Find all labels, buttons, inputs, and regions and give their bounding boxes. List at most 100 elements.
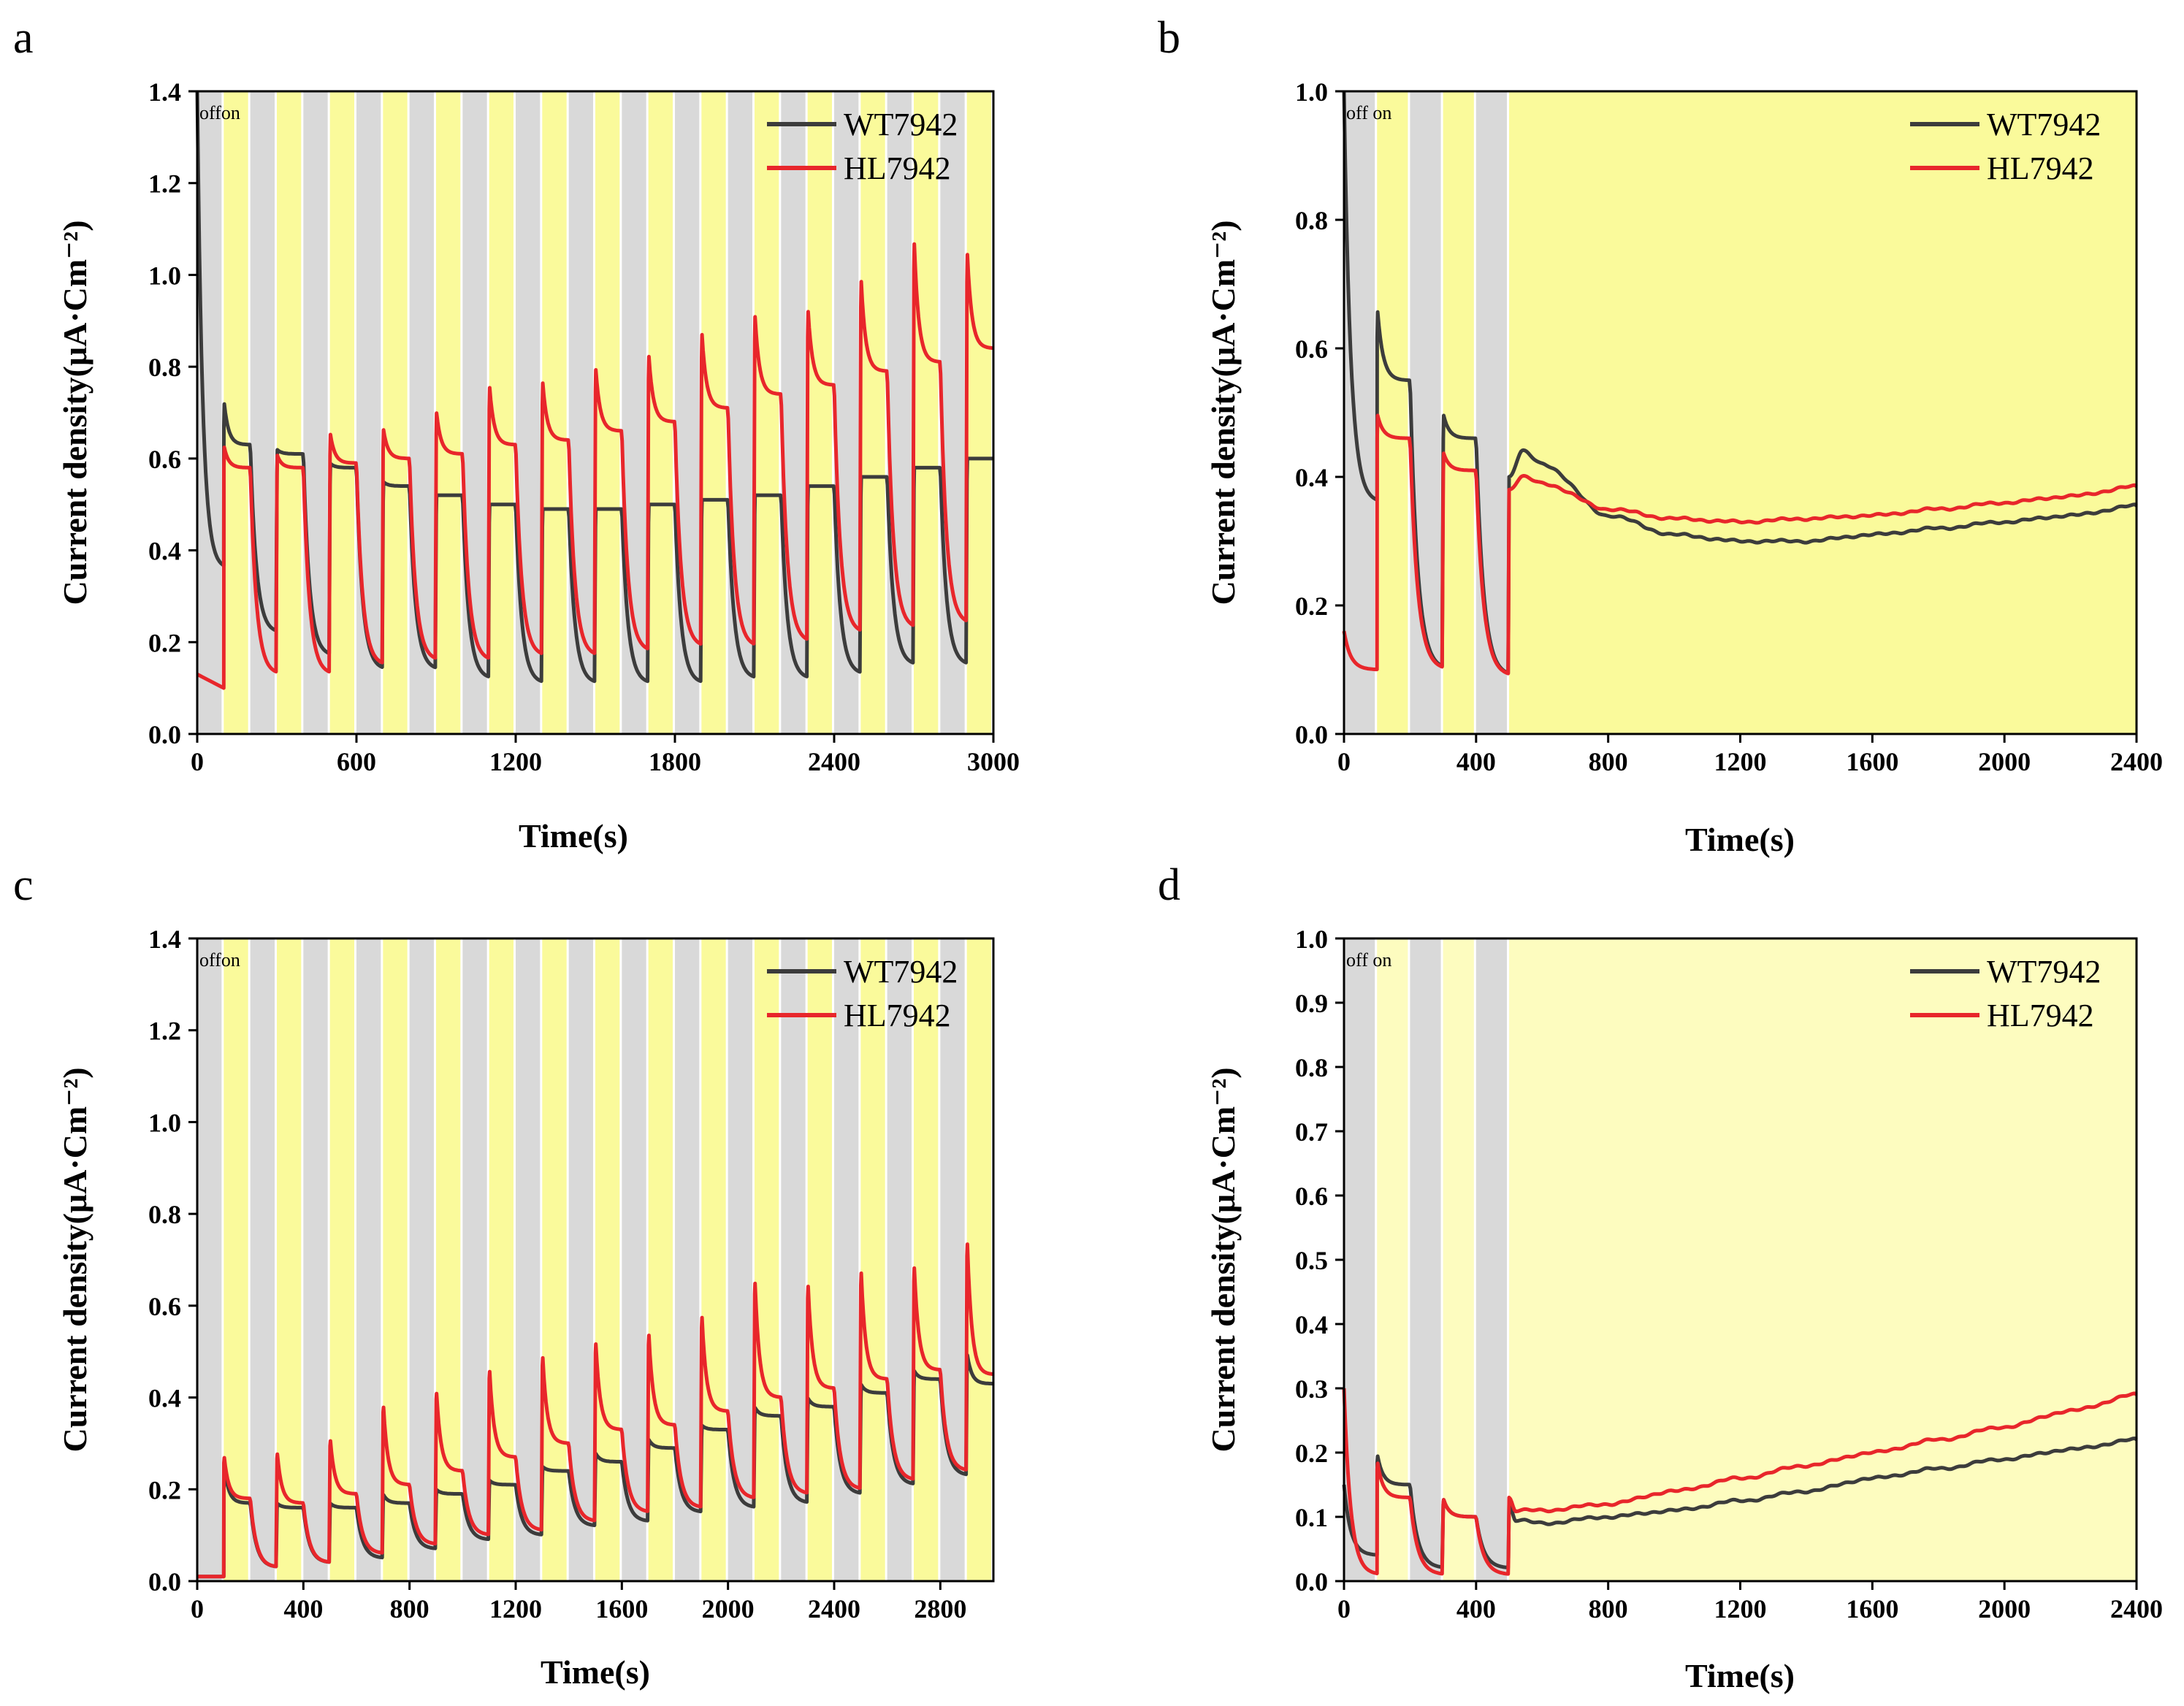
- light-period: [701, 91, 726, 734]
- x-tick-label: 2400: [808, 1594, 860, 1623]
- light-period: [648, 91, 673, 734]
- dark-period: [356, 938, 381, 1581]
- x-tick-label: 400: [283, 1594, 323, 1623]
- y-tick-label: 0.0: [1295, 720, 1328, 749]
- light-period: [436, 938, 461, 1581]
- dark-period: [887, 938, 912, 1581]
- dark-period: [887, 91, 912, 734]
- x-tick-label: 400: [1456, 747, 1496, 776]
- y-tick-label: 0.0: [148, 1567, 181, 1596]
- series-line-hl7942: [196, 1242, 994, 1579]
- x-tick-label: 1200: [489, 1594, 542, 1623]
- light-period: [224, 91, 248, 734]
- legend-label-wt7942: WT7942: [1987, 107, 2101, 142]
- light-period: [277, 91, 302, 734]
- y-tick-label: 0.4: [1295, 463, 1328, 492]
- x-tick-label: 2000: [1978, 747, 2031, 776]
- dark-period: [197, 938, 222, 1581]
- x-tick-label: 0: [191, 1594, 204, 1623]
- y-tick-label: 0.6: [1295, 334, 1328, 364]
- y-tick-label: 0.2: [1295, 592, 1328, 621]
- y-tick-label: 0.2: [1295, 1439, 1328, 1468]
- legend: WT7942 HL7942: [767, 954, 958, 1033]
- chart-panel-b: b off on 0 400 800 1200 1600 2000 2400 0.0 0.2 0.4 0…: [1158, 13, 2163, 858]
- legend-label-wt7942: WT7942: [844, 107, 958, 142]
- y-tick-label: 0.7: [1295, 1117, 1328, 1147]
- legend-label-hl7942: HL7942: [844, 998, 951, 1033]
- y-axis-title: Current density(μA·Cm⁻²): [56, 220, 93, 605]
- y-tick-label: 1.0: [1295, 77, 1328, 107]
- legend: WT7942 HL7942: [1910, 107, 2101, 186]
- legend-label-hl7942: HL7942: [1987, 998, 2094, 1033]
- chart-panel-d: d off on 0 400 800 1200 1600 2000 2400 0.0 0.1 0.2 0…: [1158, 860, 2163, 1694]
- light-period: [807, 938, 832, 1581]
- panel-letter: b: [1158, 13, 1180, 63]
- x-tick-label: 2000: [702, 1594, 755, 1623]
- y-tick-label: 0.5: [1295, 1246, 1328, 1275]
- light-period: [489, 938, 513, 1581]
- plot-frame: [196, 90, 995, 735]
- y-tick-label: 0.4: [148, 1384, 181, 1413]
- dark-period: [303, 938, 328, 1581]
- light-period: [595, 938, 620, 1581]
- dark-period: [409, 938, 434, 1581]
- x-axis-title: Time(s): [519, 817, 628, 854]
- dark-period: [356, 91, 381, 734]
- legend-label-wt7942: WT7942: [844, 954, 958, 990]
- y-tick-label: 0.8: [1295, 1053, 1328, 1082]
- light-period: [807, 91, 832, 734]
- dark-period: [1344, 91, 1375, 734]
- dark-period: [568, 91, 593, 734]
- y-tick-label: 0.9: [1295, 989, 1328, 1018]
- light-bands: [1344, 91, 2137, 734]
- y-tick-label: 1.2: [148, 1017, 181, 1046]
- dark-period: [834, 91, 859, 734]
- x-tick-label: 2400: [2110, 1594, 2163, 1623]
- panel-letter: a: [13, 13, 34, 63]
- light-period: [914, 91, 939, 734]
- y-tick-label: 0.3: [1295, 1374, 1328, 1404]
- legend-label-wt7942: WT7942: [1987, 954, 2101, 990]
- y-tick-label: 1.4: [148, 925, 181, 954]
- plot-frame: [196, 937, 995, 1583]
- y-tick-label: 0.0: [1295, 1567, 1328, 1596]
- y-tick-label: 1.0: [148, 261, 181, 290]
- panel-letter: d: [1158, 860, 1180, 910]
- dark-period: [250, 91, 275, 734]
- x-tick-label: 2400: [2110, 747, 2163, 776]
- light-period: [1443, 938, 1474, 1581]
- panel-letter: c: [13, 860, 34, 910]
- legend-label-hl7942: HL7942: [844, 150, 951, 186]
- series-line-wt7942: [1342, 91, 2138, 676]
- dark-period: [1475, 938, 1508, 1581]
- dark-period: [940, 91, 965, 734]
- x-tick-label: 1800: [649, 747, 701, 776]
- legend: WT7942 HL7942: [767, 107, 958, 186]
- x-axis-title: Time(s): [1685, 821, 1795, 858]
- y-tick-label: 0.4: [148, 537, 181, 566]
- dark-period: [622, 91, 646, 734]
- light-period: [860, 938, 885, 1581]
- off-on-annotation: offon: [199, 949, 240, 971]
- x-tick-label: 800: [1589, 1594, 1628, 1623]
- y-tick-label: 0.1: [1295, 1503, 1328, 1532]
- off-on-annotation: off on: [1346, 102, 1391, 123]
- y-tick-label: 1.0: [1295, 925, 1328, 954]
- y-tick-label: 0.8: [148, 1200, 181, 1229]
- x-axis-title: Time(s): [1685, 1657, 1795, 1694]
- y-tick-label: 1.0: [148, 1108, 181, 1137]
- x-tick-label: 2800: [914, 1594, 966, 1623]
- dark-period: [516, 938, 541, 1581]
- light-period: [755, 91, 779, 734]
- y-tick-label: 0.6: [148, 445, 181, 474]
- y-tick-label: 0.8: [1295, 206, 1328, 235]
- light-period: [436, 91, 461, 734]
- x-tick-label: 400: [1456, 1594, 1496, 1623]
- dark-period: [728, 91, 752, 734]
- legend: WT7942 HL7942: [1910, 954, 2101, 1033]
- y-tick-label: 0.2: [148, 1475, 181, 1504]
- off-on-annotation: offon: [199, 102, 240, 123]
- dark-period: [197, 91, 222, 734]
- light-period: [595, 91, 620, 734]
- y-tick-label: 0.2: [148, 628, 181, 657]
